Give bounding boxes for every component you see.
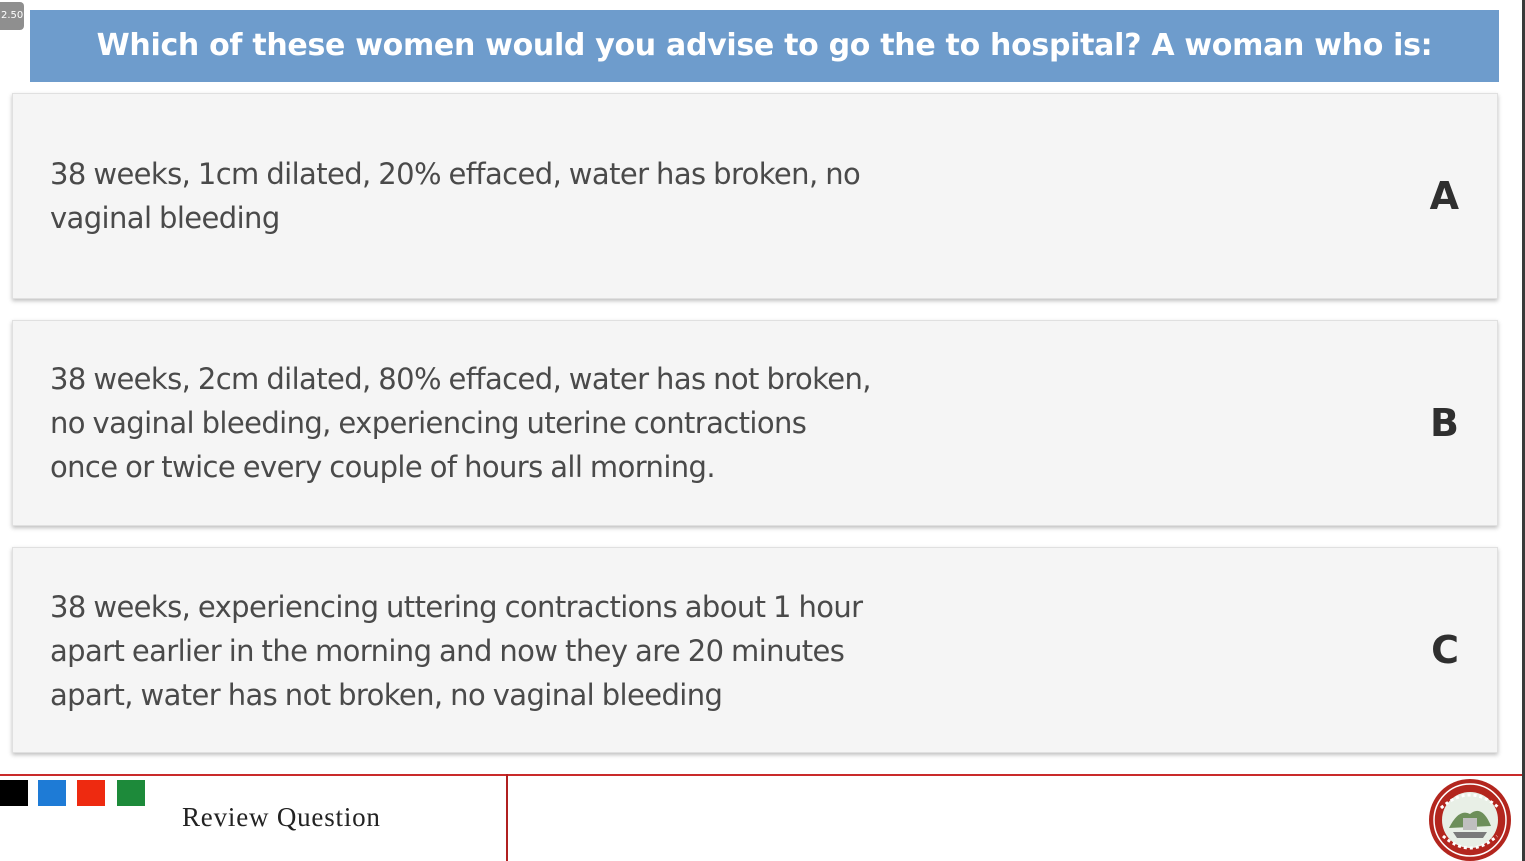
answer-line: once or twice every couple of hours all … [50,450,716,484]
answer-line: apart, water has not broken, no vaginal … [50,678,723,712]
footer-vertical-divider [506,774,508,861]
color-square-blue [38,780,66,806]
footer-divider-line [0,774,1522,776]
answer-option-text: 38 weeks, 1cm dilated, 20% effaced, wate… [50,152,950,240]
answer-line: 38 weeks, experiencing uttering contract… [50,590,863,624]
university-seal-icon [1429,779,1511,861]
color-square-red [77,780,105,806]
answer-option-text: 38 weeks, experiencing uttering contract… [50,585,950,717]
answer-line: no vaginal bleeding, experiencing uterin… [50,406,807,440]
playback-speed-badge: 2.50 [0,2,24,30]
answer-option-text: 38 weeks, 2cm dilated, 80% effaced, wate… [50,357,950,489]
answer-line: apart earlier in the morning and now the… [50,634,845,668]
answer-line: 38 weeks, 1cm dilated, 20% effaced, wate… [50,157,861,191]
color-square-green [117,780,145,806]
answer-option-letter: A [1429,174,1459,218]
window-edge [1522,0,1525,861]
answer-option-c[interactable]: 38 weeks, experiencing uttering contract… [12,547,1498,753]
answer-option-letter: C [1431,628,1459,672]
answer-line: vaginal bleeding [50,201,280,235]
answer-option-b[interactable]: 38 weeks, 2cm dilated, 80% effaced, wate… [12,320,1498,526]
answer-line: 38 weeks, 2cm dilated, 80% effaced, wate… [50,362,871,396]
footer-title: Review Question [182,802,381,832]
question-header: Which of these women would you advise to… [30,10,1499,82]
slide-footer: Review Question [0,772,1525,861]
color-square-black [0,780,28,806]
answer-option-a[interactable]: 38 weeks, 1cm dilated, 20% effaced, wate… [12,93,1498,299]
answer-option-letter: B [1430,401,1459,445]
